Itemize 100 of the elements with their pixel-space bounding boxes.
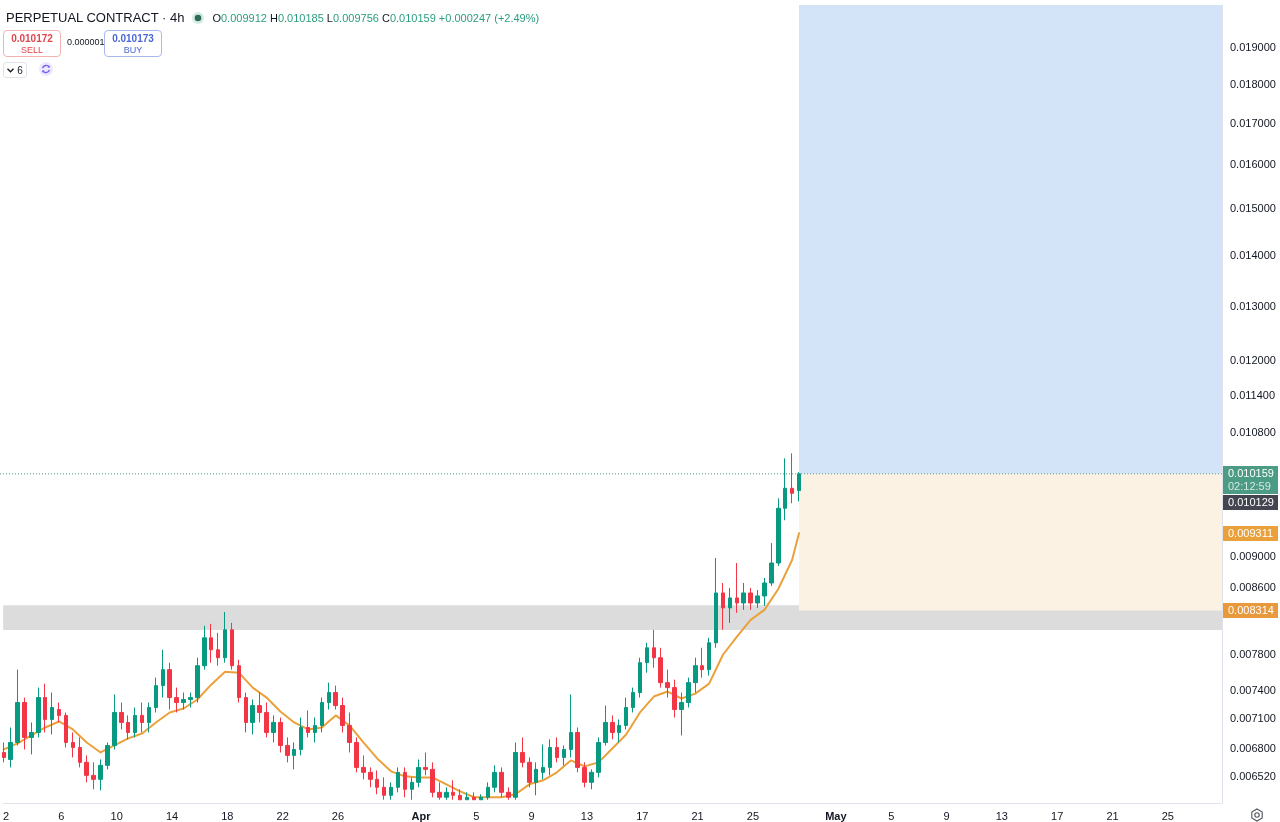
candlestick: [320, 697, 324, 733]
y-tick-label: 0.007800: [1230, 648, 1276, 661]
y-tick-label: 0.015000: [1230, 202, 1276, 215]
candlestick: [375, 769, 379, 795]
candlestick: [617, 718, 621, 743]
candlestick: [230, 622, 234, 671]
x-tick-label: 22: [276, 809, 289, 822]
candlestick: [333, 685, 338, 711]
candlestick: [783, 457, 787, 521]
y-tick-label: 0.010800: [1230, 426, 1276, 439]
candlestick: [458, 788, 462, 801]
candlestick: [755, 589, 760, 609]
candlestick: [250, 699, 255, 735]
candlestick: [91, 761, 96, 790]
candlestick: [728, 587, 732, 624]
candlestick: [154, 677, 158, 713]
candlestick: [181, 692, 186, 711]
candlestick: [741, 582, 746, 611]
candlestick: [603, 705, 608, 746]
y-tick-label: 0.011400: [1230, 389, 1276, 402]
candlestick: [119, 702, 124, 730]
x-tick-label: 5: [888, 809, 895, 822]
y-tick-label: 0.018000: [1230, 77, 1276, 90]
candlestick: [2, 741, 6, 763]
x-tick-label: 18: [221, 809, 234, 822]
text: O0.009912 H0.010185 L0.009756 C0.010159 +0.000247 (+2.49%): [212, 11, 540, 24]
axis-tag: 0.009311: [1223, 525, 1278, 541]
candlestick: [652, 629, 656, 669]
sell-button: 0.010172 SELL: [3, 30, 61, 57]
buy-button: 0.010173 BUY: [104, 30, 162, 57]
candlestick: [430, 761, 435, 798]
candlestick: [479, 793, 483, 801]
candlestick: [769, 542, 774, 587]
x-tick-label: 25: [1161, 809, 1174, 822]
candlestick: [167, 662, 172, 711]
candlestick: [410, 776, 414, 801]
candlestick: [43, 683, 47, 733]
candlestick: [361, 754, 366, 780]
candlestick: [748, 587, 753, 611]
candlestick: [672, 679, 677, 719]
candlestick: [285, 736, 290, 763]
candlestick: [679, 692, 684, 736]
annotation: 0.000001: [67, 37, 105, 47]
candlestick: [534, 761, 538, 796]
candlestick: [354, 736, 359, 773]
candlestick: [126, 714, 130, 740]
candlestick: [693, 657, 698, 694]
candlestick: [499, 766, 504, 798]
candlestick: [444, 786, 449, 801]
candlestick: [506, 786, 511, 801]
candlestick: [472, 791, 476, 801]
candlestick: [147, 702, 151, 733]
candlestick: [57, 702, 61, 723]
x-tick-label: 21: [691, 809, 704, 822]
annotation: 0.010173: [111, 33, 155, 45]
x-tick-label: 2: [3, 809, 10, 822]
candlestick: [140, 702, 144, 733]
candlestick: [195, 657, 200, 704]
collapse-button: 6: [3, 62, 27, 78]
candlestick: [665, 669, 670, 699]
candlestick: [112, 694, 117, 750]
x-tick-label: Apr: [411, 809, 432, 822]
x-tick-label: May: [825, 809, 848, 822]
candlestick: [735, 562, 739, 614]
x-tick-label: 21: [1106, 809, 1119, 822]
ref-line-label: 0.010159: [1228, 467, 1275, 481]
candlestick: [216, 632, 220, 667]
y-tick-label: 0.014000: [1230, 249, 1276, 262]
candlestick: [105, 741, 110, 770]
candlestick: [202, 625, 207, 671]
candlestick: [174, 687, 179, 713]
candlestick: [562, 744, 566, 766]
candlestick: [188, 692, 193, 709]
candlestick: [22, 697, 27, 750]
y-tick-label: 0.007400: [1230, 683, 1276, 696]
candlestick: [555, 736, 559, 763]
candlestick: [313, 717, 317, 743]
candlestick: [513, 741, 518, 801]
candlestick: [569, 694, 573, 758]
candlestick: [71, 731, 75, 758]
candlestick: [451, 779, 455, 801]
band-label: 0.008314: [1228, 604, 1275, 618]
candlestick: [161, 649, 165, 699]
y-tick-label: 0.007100: [1230, 712, 1276, 725]
axis-tag: 0.008314: [1223, 603, 1278, 619]
y-tick-label: 0.006800: [1230, 741, 1276, 754]
x-tick-label: 25: [746, 809, 760, 822]
candlestick: [776, 497, 781, 567]
candlestick: [306, 709, 310, 738]
candlestick: [638, 657, 642, 699]
candlestick: [223, 611, 227, 664]
y-tick-label: 0.013000: [1230, 299, 1276, 312]
y-tick-label: 0.009000: [1230, 550, 1276, 563]
candlestick: [575, 726, 580, 773]
candlestick: [29, 721, 34, 755]
candlestick: [257, 692, 262, 723]
candlestick: [541, 743, 545, 780]
x-tick-label: 5: [473, 809, 480, 822]
candlestick: [209, 623, 213, 664]
candlestick: [437, 781, 442, 801]
